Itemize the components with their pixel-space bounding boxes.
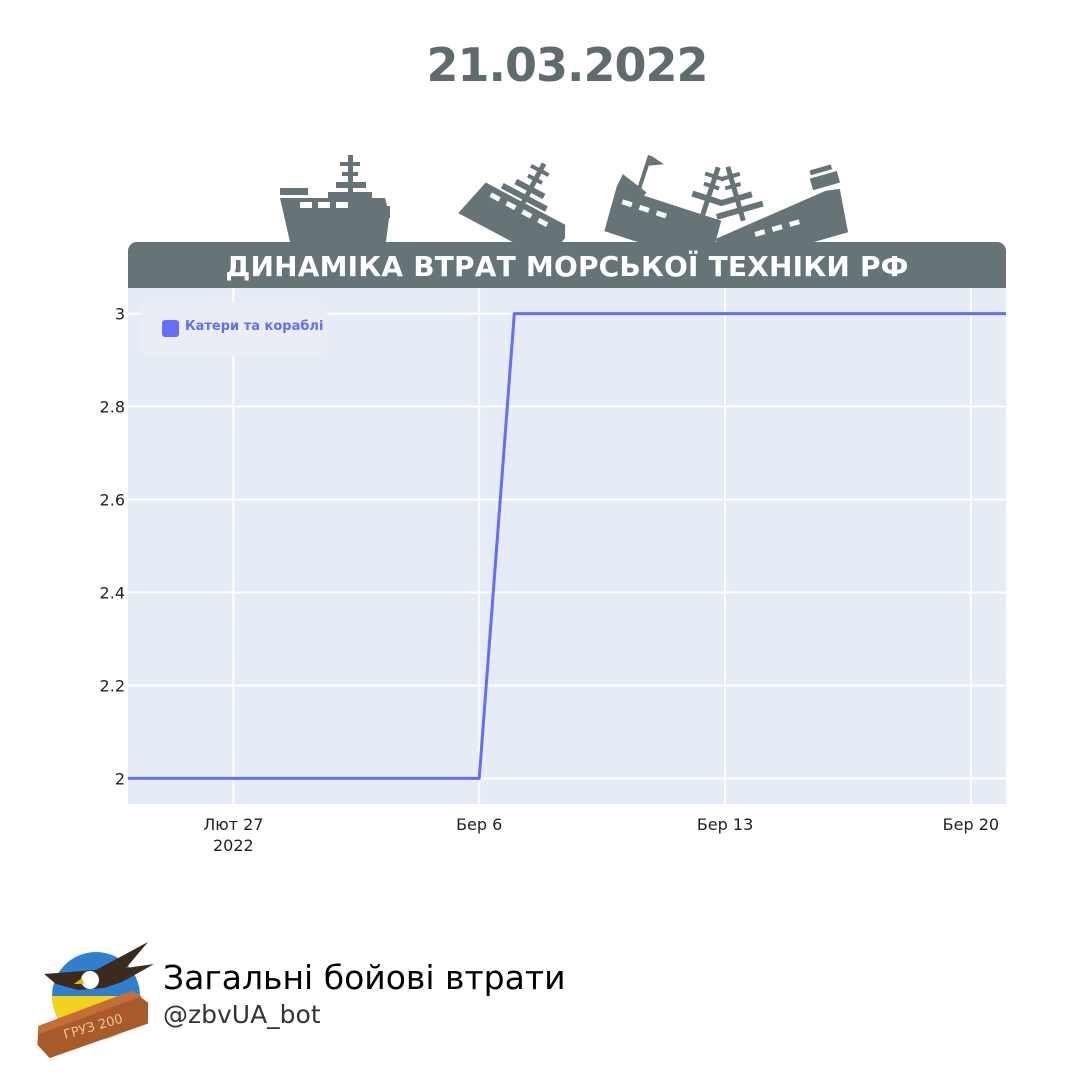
sinking-warship-icon — [458, 162, 566, 246]
y-tick-label-4: 2.8 — [100, 398, 125, 417]
report-date: 21.03.2022 — [426, 38, 708, 92]
plot-area — [128, 288, 1006, 804]
y-tick-label-0: 2 — [115, 769, 125, 788]
x-tick-label-3: Бер 20 — [943, 815, 999, 834]
bot-handle[interactable]: @zbvUA_bot — [163, 1000, 321, 1029]
x-tick-label-1: Бер 6 — [456, 815, 502, 834]
series-line-0 — [128, 312, 1006, 780]
x-tick-label-0: Лют 27 — [203, 815, 263, 834]
x-tick-sublabel-0: 2022 — [213, 836, 254, 855]
legend-label: Катери та кораблі — [185, 319, 324, 334]
y-tick-label-2: 2.4 — [100, 583, 125, 602]
y-tick-label-3: 2.6 — [100, 491, 125, 510]
sinking-cruiser-icon — [714, 164, 849, 246]
channel-title: Загальні бойові втрати — [163, 958, 566, 997]
chart-banner: ДИНАМІКА ВТРАТ МОРСЬКОЇ ТЕХНІКИ РФ — [128, 242, 1006, 288]
warship-icon — [280, 155, 390, 242]
eagle-coffin-logo-icon: ГРУЗ 200 — [37, 942, 154, 1058]
y-tick-label-5: 3 — [115, 305, 125, 324]
y-tick-label-1: 2.2 — [100, 676, 125, 695]
chart-legend[interactable]: Катери та кораблі — [141, 302, 327, 356]
x-tick-label-2: Бер 13 — [697, 815, 753, 834]
legend-swatch — [162, 320, 179, 337]
